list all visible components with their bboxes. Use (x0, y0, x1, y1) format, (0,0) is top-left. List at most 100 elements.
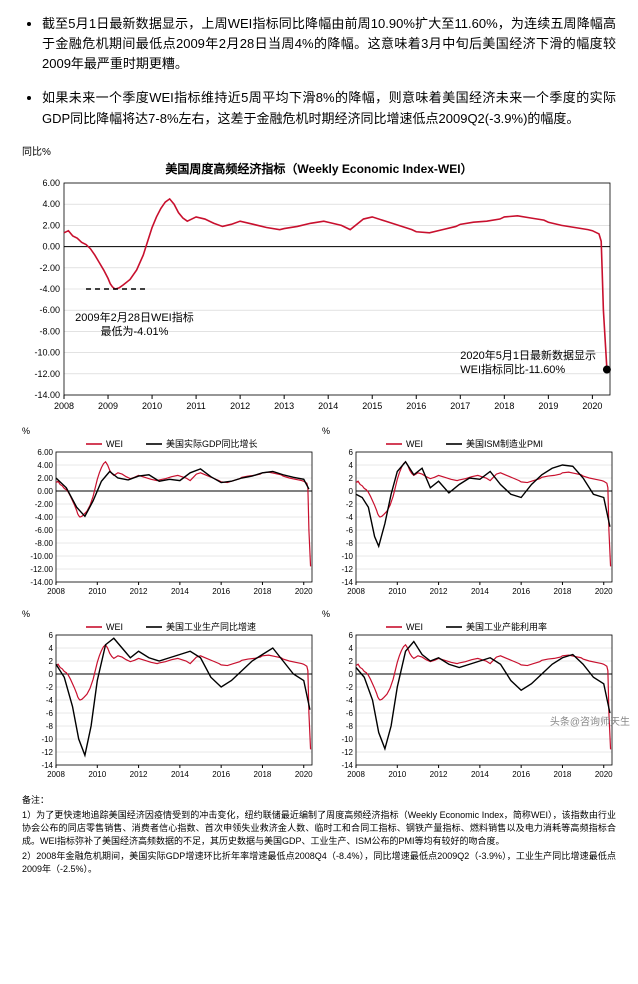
svg-text:2020: 2020 (595, 587, 613, 596)
svg-text:4: 4 (349, 461, 354, 470)
svg-text:4.00: 4.00 (42, 199, 60, 209)
svg-text:-8: -8 (46, 722, 54, 731)
svg-text:2014: 2014 (171, 587, 189, 596)
svg-text:最低为-4.01%: 最低为-4.01% (101, 325, 169, 338)
svg-text:2008: 2008 (347, 587, 365, 596)
sub-ylabel-3: % (322, 609, 616, 619)
sub-chart-1: WEI美国ISM制造业PMI6420-2-4-6-8-10-12-1420082… (322, 436, 616, 605)
svg-text:0: 0 (349, 670, 354, 679)
svg-text:-14: -14 (341, 761, 353, 770)
svg-text:2008: 2008 (47, 587, 65, 596)
svg-text:2010: 2010 (388, 770, 406, 779)
svg-text:-8: -8 (346, 539, 354, 548)
svg-text:4: 4 (49, 644, 54, 653)
sub-ylabel-1: % (322, 426, 616, 436)
svg-text:2009: 2009 (98, 401, 118, 411)
svg-text:2018: 2018 (554, 770, 572, 779)
svg-text:2012: 2012 (130, 587, 148, 596)
svg-text:WEI: WEI (406, 439, 423, 449)
svg-text:2014: 2014 (471, 770, 489, 779)
sub-ylabel-0: % (22, 426, 316, 436)
svg-text:-2.00: -2.00 (39, 263, 60, 273)
svg-text:2: 2 (49, 657, 54, 666)
bullet-list: 截至5月1日最新数据显示，上周WEI指标同比降幅由前周10.90%扩大至11.6… (22, 14, 616, 129)
svg-text:-12.00: -12.00 (34, 369, 60, 379)
svg-text:-12: -12 (341, 748, 353, 757)
svg-text:2.00: 2.00 (42, 220, 60, 230)
watermark-text: 头条@咨询师天生 (550, 713, 630, 728)
svg-text:WEI: WEI (406, 622, 423, 632)
sub-chart-0: WEI美国实际GDP同比增长6.004.002.000.00-2.00-4.00… (22, 436, 316, 605)
svg-text:WEI指标同比-11.60%: WEI指标同比-11.60% (460, 362, 565, 376)
svg-text:2: 2 (349, 657, 354, 666)
svg-text:-6: -6 (346, 709, 354, 718)
svg-text:2013: 2013 (274, 401, 294, 411)
svg-text:美国工业生产同比增速: 美国工业生产同比增速 (166, 621, 256, 632)
svg-text:2012: 2012 (130, 770, 148, 779)
svg-text:6: 6 (49, 631, 54, 640)
svg-text:-4: -4 (346, 513, 354, 522)
svg-text:-4: -4 (346, 696, 354, 705)
footnote-header: 备注： (22, 795, 49, 805)
main-chart-title: 美国周度高频经济指标（Weekly Economic Index-WEI） (22, 160, 616, 177)
svg-text:2010: 2010 (388, 587, 406, 596)
svg-text:2014: 2014 (318, 401, 338, 411)
svg-text:2014: 2014 (471, 587, 489, 596)
svg-text:-10.00: -10.00 (30, 552, 53, 561)
svg-text:2016: 2016 (212, 587, 230, 596)
svg-text:2016: 2016 (512, 770, 530, 779)
svg-text:6.00: 6.00 (42, 179, 60, 188)
svg-text:2.00: 2.00 (37, 474, 53, 483)
svg-text:-14.00: -14.00 (30, 578, 53, 587)
svg-text:WEI: WEI (106, 439, 123, 449)
svg-text:6: 6 (349, 631, 354, 640)
svg-text:-10: -10 (341, 552, 353, 561)
svg-text:2010: 2010 (142, 401, 162, 411)
svg-text:-12: -12 (341, 565, 353, 574)
svg-text:-12.00: -12.00 (30, 565, 53, 574)
svg-text:-4.00: -4.00 (35, 513, 54, 522)
svg-text:-2: -2 (346, 500, 354, 509)
footnotes: 备注： 1）为了更快速地追踪美国经济因疫情受到的冲击变化，纽约联储最近编制了周度… (22, 794, 616, 876)
svg-text:2010: 2010 (88, 770, 106, 779)
svg-text:2016: 2016 (512, 587, 530, 596)
svg-text:2016: 2016 (212, 770, 230, 779)
svg-text:2009年2月28日WEI指标: 2009年2月28日WEI指标 (75, 310, 194, 324)
svg-text:2014: 2014 (171, 770, 189, 779)
sub-ylabel-2: % (22, 609, 316, 619)
svg-text:2015: 2015 (362, 401, 382, 411)
footnote-1: 1）为了更快速地追踪美国经济因疫情受到的冲击变化，纽约联储最近编制了周度高频经济… (22, 809, 616, 848)
svg-text:2018: 2018 (254, 587, 272, 596)
main-chart-ylabel: 同比% (22, 143, 616, 158)
svg-text:WEI: WEI (106, 622, 123, 632)
svg-text:6: 6 (349, 448, 354, 457)
svg-text:2018: 2018 (494, 401, 514, 411)
sub-chart-2: WEI美国工业生产同比增速6420-2-4-6-8-10-12-14200820… (22, 619, 316, 788)
svg-text:-2: -2 (346, 683, 354, 692)
svg-text:2016: 2016 (406, 401, 426, 411)
svg-text:美国工业产能利用率: 美国工业产能利用率 (466, 621, 547, 632)
svg-text:-2: -2 (46, 683, 54, 692)
svg-text:-6: -6 (346, 526, 354, 535)
svg-text:-8: -8 (346, 722, 354, 731)
svg-text:-4: -4 (46, 696, 54, 705)
svg-text:-8.00: -8.00 (35, 539, 54, 548)
svg-text:-10: -10 (41, 735, 53, 744)
svg-text:2017: 2017 (450, 401, 470, 411)
svg-text:0: 0 (49, 670, 54, 679)
svg-text:-6.00: -6.00 (39, 305, 60, 315)
bullet-1: 截至5月1日最新数据显示，上周WEI指标同比降幅由前周10.90%扩大至11.6… (42, 14, 616, 74)
svg-text:0.00: 0.00 (37, 487, 53, 496)
svg-text:4: 4 (349, 644, 354, 653)
svg-text:-6.00: -6.00 (35, 526, 54, 535)
svg-text:-14.00: -14.00 (34, 390, 60, 400)
svg-text:2020年5月1日最新数据显示: 2020年5月1日最新数据显示 (460, 348, 596, 362)
main-chart: 6.004.002.000.00-2.00-4.00-6.00-8.00-10.… (22, 179, 616, 422)
svg-text:-14: -14 (41, 761, 53, 770)
svg-text:美国ISM制造业PMI: 美国ISM制造业PMI (466, 438, 543, 449)
svg-text:2020: 2020 (582, 401, 602, 411)
svg-text:2011: 2011 (186, 401, 205, 411)
svg-text:2012: 2012 (430, 587, 448, 596)
svg-text:2018: 2018 (554, 587, 572, 596)
svg-text:2: 2 (349, 474, 354, 483)
